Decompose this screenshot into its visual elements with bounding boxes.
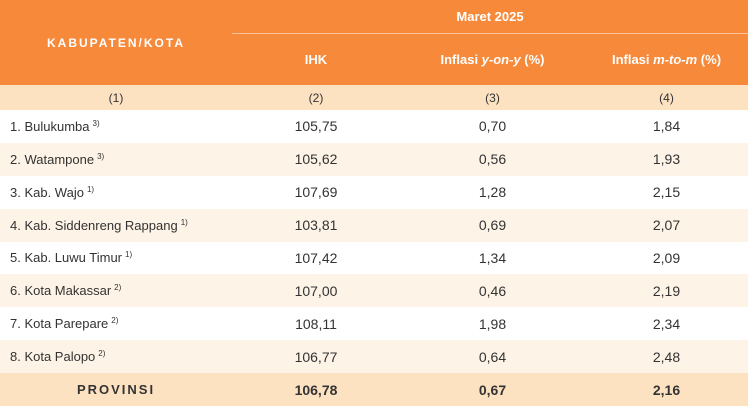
value-cell: 2,07 xyxy=(652,217,681,234)
header-text: IHK xyxy=(304,52,328,67)
region-text: 3. Kab. Wajo xyxy=(10,184,84,200)
value-cell: 0,69 xyxy=(478,217,507,234)
value-cell: 103,81 xyxy=(294,217,338,234)
region-note: 1) xyxy=(86,184,95,194)
value-cell: 0,46 xyxy=(478,282,507,299)
value-cell: 106,77 xyxy=(294,348,338,365)
value-cell: 1,84 xyxy=(652,118,681,135)
column-number: (2) xyxy=(308,90,324,105)
column-number: (4) xyxy=(659,90,674,105)
row-bg xyxy=(0,241,748,275)
region-name: 4. Kab. Siddenreng Rappang 1) xyxy=(0,209,232,242)
region-name: 6. Kota Makassar 2) xyxy=(0,274,232,307)
value-cell: 0,56 xyxy=(478,151,507,168)
region-note: 2) xyxy=(114,283,122,293)
region-note: 2) xyxy=(111,316,119,326)
value-cell: 107,42 xyxy=(294,249,338,266)
column-header: IHK xyxy=(232,34,400,85)
total-name: PROVINSI xyxy=(76,382,156,397)
region-text: 4. Kab. Siddenreng Rappang xyxy=(10,217,178,233)
value-cell: 0,70 xyxy=(478,118,507,135)
header-text: (%) xyxy=(520,52,545,67)
header-text: Inflasi xyxy=(440,52,482,67)
value-cell: 2,34 xyxy=(652,315,681,332)
header-divider xyxy=(232,33,748,34)
row-bg xyxy=(0,110,748,143)
numbering-bg xyxy=(0,85,748,110)
value-cell: 2,19 xyxy=(652,282,681,299)
region-header: KABUPATEN/KOTA xyxy=(47,35,185,50)
value-cell: 105,62 xyxy=(294,151,338,168)
value-cell: 1,28 xyxy=(478,184,507,201)
total-value: 106,78 xyxy=(294,381,338,398)
column-number: (1) xyxy=(108,90,124,105)
total-bg xyxy=(0,373,748,406)
region-name: 2. Watampone 3) xyxy=(0,143,232,176)
region-name: 5. Kab. Luwu Timur 1) xyxy=(0,242,232,275)
row-bg xyxy=(0,340,748,373)
header-text: (%) xyxy=(697,52,722,67)
value-cell: 1,93 xyxy=(652,151,681,168)
region-name: 7. Kota Parepare 2) xyxy=(0,307,232,340)
total-value: 2,16 xyxy=(652,381,681,398)
value-cell: 2,48 xyxy=(652,348,681,365)
row-bg xyxy=(0,175,748,209)
value-cell: 0,64 xyxy=(478,348,507,365)
value-cell: 105,75 xyxy=(294,118,338,135)
value-cell: 2,15 xyxy=(652,184,681,201)
header-italic: m-to-m xyxy=(653,52,698,67)
value-cell: 107,00 xyxy=(294,282,338,299)
region-name: 3. Kab. Wajo 1) xyxy=(0,176,232,209)
region-text: 8. Kota Palopo xyxy=(10,349,96,365)
region-text: 6. Kota Makassar xyxy=(10,283,112,299)
header-bg xyxy=(0,0,748,85)
row-bg xyxy=(0,307,748,341)
region-note: 2) xyxy=(98,349,106,359)
row-bg xyxy=(0,208,748,242)
region-text: 2. Watampone xyxy=(10,151,95,167)
region-name: 1. Bulukumba 3) xyxy=(0,110,232,143)
region-name: 8. Kota Palopo 2) xyxy=(0,340,232,373)
row-bg xyxy=(0,274,748,308)
row-bg xyxy=(0,142,748,176)
region-text: 7. Kota Parepare xyxy=(10,316,109,332)
region-text: 1. Bulukumba xyxy=(10,118,90,134)
value-cell: 1,34 xyxy=(478,249,507,266)
value-cell: 2,09 xyxy=(652,249,681,266)
value-cell: 1,98 xyxy=(478,315,507,332)
value-cell: 107,69 xyxy=(294,184,338,201)
region-note: 1) xyxy=(125,250,133,260)
header-italic: y-on-y xyxy=(481,52,521,67)
region-text: 5. Kab. Luwu Timur xyxy=(10,250,122,266)
header-text: Inflasi xyxy=(611,52,654,67)
region-note: 3) xyxy=(92,118,100,128)
region-note: 3) xyxy=(97,151,105,161)
column-header: Inflasi y-on-y (%) xyxy=(400,34,585,85)
region-note: 1) xyxy=(180,217,188,227)
column-number: (3) xyxy=(485,90,500,105)
total-value: 0,67 xyxy=(478,381,507,398)
column-header: Inflasi m-to-m (%) xyxy=(585,34,748,85)
period-header: Maret 2025 xyxy=(456,9,524,24)
value-cell: 108,11 xyxy=(295,315,337,332)
